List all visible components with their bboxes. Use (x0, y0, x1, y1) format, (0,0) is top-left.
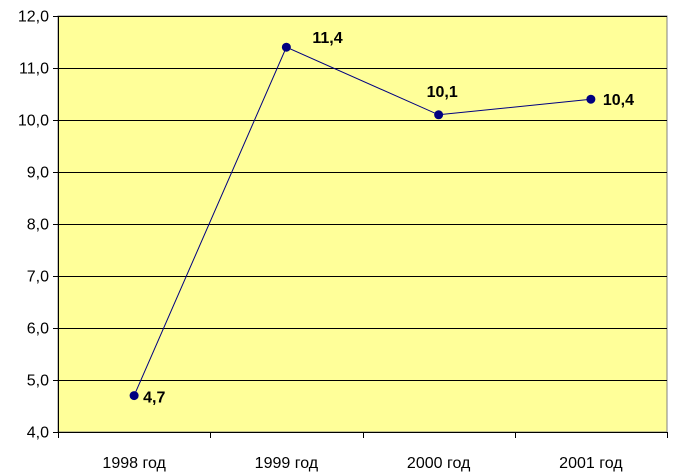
data-point (434, 110, 444, 120)
series-line (133, 46, 591, 396)
x-tick-label: 2001 год (559, 455, 623, 472)
y-tick-label: 5,0 (27, 373, 49, 390)
y-tick-label: 4,0 (27, 425, 49, 442)
x-tick-label: 1998 год (102, 455, 166, 472)
y-tick-label: 10,0 (18, 113, 49, 130)
y-tick-label: 12,0 (18, 9, 49, 26)
data-label: 11,4 (312, 30, 342, 47)
y-tick-label: 7,0 (27, 269, 49, 286)
data-point (586, 94, 596, 104)
data-point (129, 391, 139, 401)
data-label: 10,1 (427, 84, 458, 101)
y-tick-label: 6,0 (27, 321, 49, 338)
y-tick-label: 9,0 (27, 165, 49, 182)
y-tick-label: 11,0 (19, 61, 49, 78)
data-label: 4,7 (143, 390, 165, 407)
data-point (281, 42, 291, 52)
x-tick-label: 2000 год (407, 455, 471, 472)
y-tick-label: 8,0 (27, 217, 49, 234)
data-label: 10,4 (603, 92, 634, 109)
x-tick-label: 1999 год (255, 455, 319, 472)
